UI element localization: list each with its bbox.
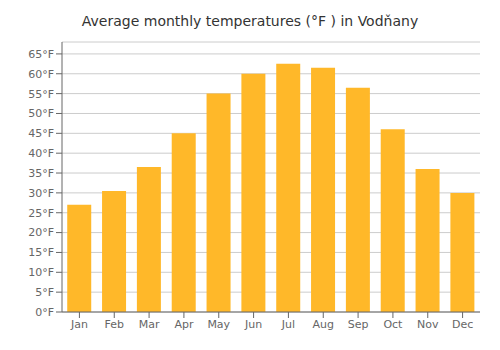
- svg-text:May: May: [207, 318, 230, 331]
- svg-text:60°F: 60°F: [28, 68, 54, 81]
- svg-text:Jul: Jul: [281, 318, 295, 331]
- svg-text:Jun: Jun: [244, 318, 262, 331]
- svg-text:Feb: Feb: [105, 318, 124, 331]
- svg-text:Dec: Dec: [452, 318, 473, 331]
- svg-text:40°F: 40°F: [28, 147, 54, 160]
- html-text:Average monthly temperatures (: Average monthly temperatures (°F ) in Vo…: [81, 13, 419, 29]
- svg-text:0°F: 0°F: [35, 306, 54, 319]
- svg-text:20°F: 20°F: [28, 226, 54, 239]
- svg-text:5°F: 5°F: [35, 286, 54, 299]
- svg-text:Aug: Aug: [313, 318, 334, 331]
- svg-text:55°F: 55°F: [28, 88, 54, 101]
- svg-text:65°F: 65°F: [28, 48, 54, 61]
- svg-text:Jan: Jan: [70, 318, 88, 331]
- svg-text:Oct: Oct: [383, 318, 403, 331]
- svg-text:35°F: 35°F: [28, 167, 54, 180]
- svg-text:45°F: 45°F: [28, 127, 54, 140]
- svg-text:10°F: 10°F: [28, 266, 54, 279]
- svg-text:15°F: 15°F: [28, 246, 54, 259]
- svg-text:Sep: Sep: [348, 318, 369, 331]
- svg-text:50°F: 50°F: [28, 107, 54, 120]
- svg-text:Apr: Apr: [174, 318, 194, 331]
- svg-text:30°F: 30°F: [28, 187, 54, 200]
- svg-text:Mar: Mar: [139, 318, 160, 331]
- svg-text:Nov: Nov: [417, 318, 439, 331]
- svg-text:25°F: 25°F: [28, 207, 54, 220]
